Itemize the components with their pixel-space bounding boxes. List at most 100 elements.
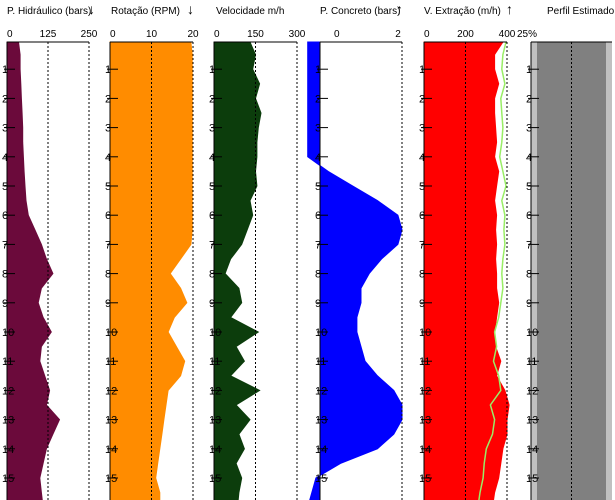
depth-label-velocidade-5: 5	[209, 181, 215, 193]
arrow-hidraulico-icon: ↓	[88, 1, 95, 17]
depth-label-rotacao-15: 15	[105, 473, 117, 485]
title-hidraulico: P. Hidráulico (bars)	[7, 6, 91, 17]
tick-label-perfil-0: 25%	[517, 29, 537, 40]
depth-label-extracao-10: 10	[419, 327, 431, 339]
title-velocidade: Velocidade m/h	[216, 6, 284, 17]
depth-label-velocidade-2: 2	[209, 93, 215, 105]
depth-label-rotacao-9: 9	[105, 298, 111, 310]
depth-label-extracao-1: 1	[419, 64, 425, 76]
depth-label-hidraulico-10: 10	[2, 327, 14, 339]
area-hidraulico	[6, 41, 61, 500]
depth-label-velocidade-4: 4	[209, 152, 215, 164]
depth-label-extracao-7: 7	[419, 239, 425, 251]
depth-label-hidraulico-12: 12	[2, 385, 14, 397]
depth-label-perfil-6: 6	[526, 210, 532, 222]
depth-label-hidraulico-5: 5	[2, 181, 8, 193]
title-extracao: V. Extração (m/h)	[424, 6, 501, 17]
tick-label-hidraulico-2: 250	[81, 29, 98, 40]
tick-label-velocidade-2: 300	[289, 29, 306, 40]
depth-label-rotacao-5: 5	[105, 181, 111, 193]
title-concreto: P. Concreto (bars)	[320, 6, 400, 17]
depth-label-velocidade-12: 12	[209, 385, 221, 397]
depth-label-rotacao-6: 6	[105, 210, 111, 222]
depth-label-extracao-13: 13	[419, 415, 431, 427]
depth-label-extracao-6: 6	[419, 210, 425, 222]
depth-label-velocidade-13: 13	[209, 415, 221, 427]
area-concreto	[307, 41, 403, 500]
depth-label-extracao-12: 12	[419, 385, 431, 397]
depth-label-hidraulico-11: 11	[2, 356, 13, 368]
tick-label-hidraulico-0: 0	[7, 29, 13, 40]
depth-label-concreto-2: 2	[315, 93, 321, 105]
depth-label-hidraulico-6: 6	[2, 210, 8, 222]
line-extracao-secondary	[478, 41, 507, 500]
tick-label-extracao-2: 400	[499, 29, 516, 40]
depth-label-perfil-1: 1	[526, 64, 532, 76]
depth-label-concreto-1: 1	[315, 64, 321, 76]
depth-label-perfil-10: 10	[526, 327, 538, 339]
depth-label-extracao-2: 2	[419, 93, 425, 105]
tick-label-rotacao-0: 0	[110, 29, 116, 40]
depth-label-rotacao-10: 10	[105, 327, 117, 339]
depth-label-perfil-11: 11	[526, 356, 537, 368]
depth-label-hidraulico-13: 13	[2, 415, 14, 427]
depth-label-extracao-4: 4	[419, 152, 425, 164]
depth-label-perfil-8: 8	[526, 269, 532, 281]
depth-label-concreto-10: 10	[315, 327, 327, 339]
depth-label-perfil-14: 14	[526, 444, 538, 456]
depth-label-extracao-8: 8	[419, 269, 425, 281]
depth-label-concreto-9: 9	[315, 298, 321, 310]
depth-label-rotacao-8: 8	[105, 269, 111, 281]
tick-label-velocidade-1: 150	[247, 29, 264, 40]
depth-label-concreto-8: 8	[315, 269, 321, 281]
tick-label-hidraulico-1: 125	[40, 29, 57, 40]
depth-label-velocidade-11: 11	[209, 356, 220, 368]
depth-label-velocidade-3: 3	[209, 123, 215, 135]
depth-label-rotacao-2: 2	[105, 93, 111, 105]
area-velocidade	[213, 41, 262, 500]
depth-label-rotacao-1: 1	[105, 64, 111, 76]
depth-label-hidraulico-2: 2	[2, 93, 8, 105]
depth-label-perfil-13: 13	[526, 415, 538, 427]
depth-label-perfil-15: 15	[526, 473, 538, 485]
depth-label-perfil-3: 3	[526, 123, 532, 135]
arrow-concreto-icon: ↑	[396, 1, 403, 17]
depth-label-concreto-11: 11	[315, 356, 326, 368]
depth-label-concreto-14: 14	[315, 444, 327, 456]
depth-label-velocidade-7: 7	[209, 239, 215, 251]
depth-label-rotacao-4: 4	[105, 152, 111, 164]
depth-label-concreto-13: 13	[315, 415, 327, 427]
depth-label-velocidade-15: 15	[209, 473, 221, 485]
tick-label-extracao-0: 0	[424, 29, 430, 40]
depth-label-extracao-11: 11	[419, 356, 430, 368]
depth-label-extracao-5: 5	[419, 181, 425, 193]
tick-label-rotacao-2: 20	[187, 29, 199, 40]
depth-label-velocidade-8: 8	[209, 269, 215, 281]
depth-label-perfil-12: 12	[526, 385, 538, 397]
depth-label-rotacao-11: 11	[105, 356, 116, 368]
depth-label-concreto-12: 12	[315, 385, 327, 397]
depth-label-extracao-14: 14	[419, 444, 431, 456]
depth-label-rotacao-3: 3	[105, 123, 111, 135]
depth-label-velocidade-1: 1	[209, 64, 215, 76]
depth-label-rotacao-12: 12	[105, 385, 117, 397]
depth-label-hidraulico-14: 14	[2, 444, 14, 456]
depth-label-velocidade-14: 14	[209, 444, 221, 456]
depth-label-extracao-3: 3	[419, 123, 425, 135]
depth-label-extracao-9: 9	[419, 298, 425, 310]
depth-label-hidraulico-3: 3	[2, 123, 8, 135]
tick-label-concreto-1: 2	[395, 29, 401, 40]
depth-label-perfil-4: 4	[526, 152, 532, 164]
depth-label-perfil-5: 5	[526, 181, 532, 193]
depth-label-hidraulico-8: 8	[2, 269, 8, 281]
depth-label-rotacao-13: 13	[105, 415, 117, 427]
depth-label-hidraulico-4: 4	[2, 152, 8, 164]
depth-label-hidraulico-7: 7	[2, 239, 8, 251]
depth-label-perfil-9: 9	[526, 298, 532, 310]
depth-label-rotacao-7: 7	[105, 239, 111, 251]
depth-label-perfil-7: 7	[526, 239, 532, 251]
depth-label-hidraulico-9: 9	[2, 298, 8, 310]
depth-label-perfil-2: 2	[526, 93, 532, 105]
area-extracao	[423, 41, 510, 500]
tick-label-extracao-1: 200	[457, 29, 474, 40]
